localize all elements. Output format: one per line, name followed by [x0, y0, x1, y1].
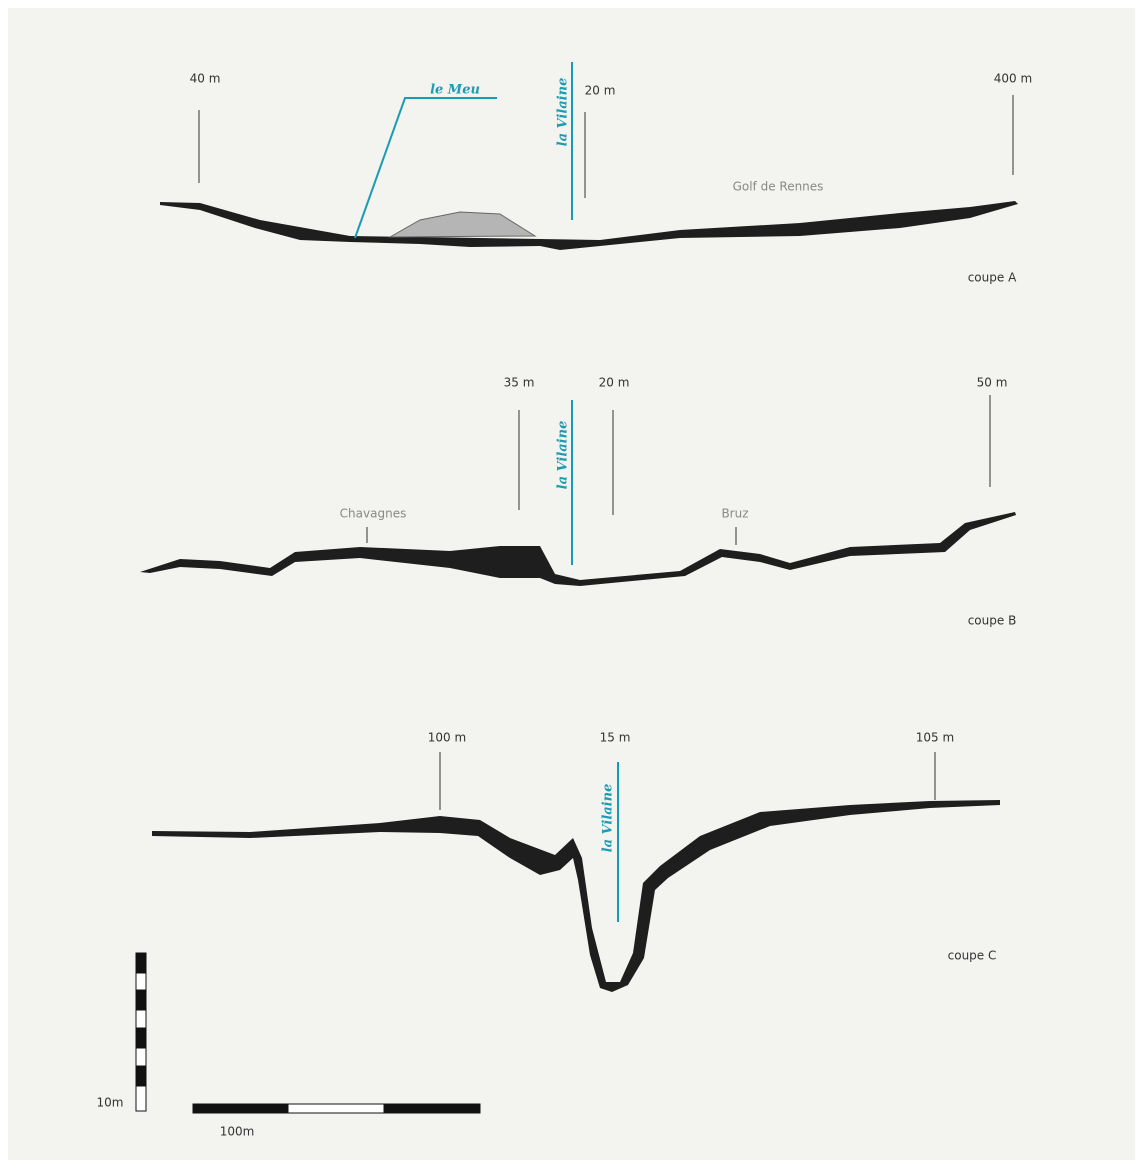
marker-label: 105 m	[916, 731, 954, 745]
marker-label: 15 m	[600, 731, 631, 745]
place-label: Bruz	[721, 507, 748, 521]
section-label: coupe B	[968, 614, 1017, 628]
marker-label: 400 m	[994, 72, 1032, 86]
marker-label: 50 m	[977, 376, 1008, 390]
marker-label: 20 m	[599, 376, 630, 390]
scale-label: 100m	[220, 1125, 255, 1139]
river-label: la Vilaine	[601, 784, 616, 853]
marker-label: 40 m	[190, 72, 221, 86]
place-label: Golf de Rennes	[733, 180, 824, 194]
vertical-scale	[136, 953, 146, 1111]
diagram: 40 m 20 m 400 m le Meu la Vilaine Golf d…	[0, 0, 1141, 1167]
section-label: coupe C	[948, 949, 997, 963]
marker-label: 20 m	[585, 84, 616, 98]
section-label: coupe A	[968, 271, 1017, 285]
horizontal-scale	[193, 1104, 480, 1113]
marker-label: 35 m	[504, 376, 535, 390]
scale-label: 10m	[97, 1096, 124, 1110]
river-label: le Meu	[430, 83, 480, 98]
river-label: la Vilaine	[556, 421, 571, 490]
place-label: Chavagnes	[340, 507, 407, 521]
river-label: la Vilaine	[556, 78, 571, 147]
marker-label: 100 m	[428, 731, 466, 745]
